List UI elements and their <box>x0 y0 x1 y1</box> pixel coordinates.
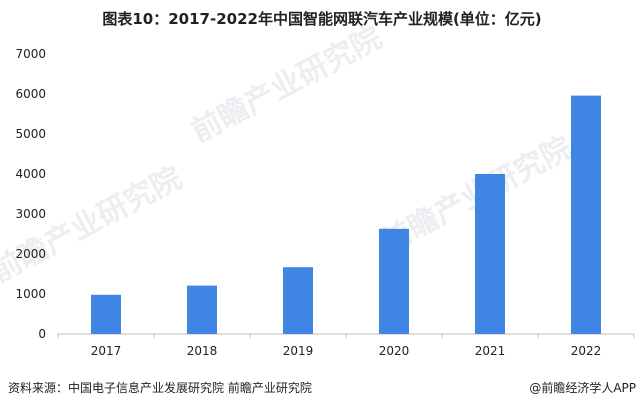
x-tick-label: 2017 <box>91 344 122 358</box>
y-tick-label: 3000 <box>15 207 46 221</box>
chart-title: 图表10：2017-2022年中国智能网联汽车产业规模(单位：亿元) <box>102 10 542 28</box>
bar-2019 <box>283 267 313 334</box>
x-tick-label: 2018 <box>187 344 218 358</box>
bar-2021 <box>475 174 505 334</box>
source-note: 资料来源：中国电子信息产业发展研究院 前瞻产业研究院 <box>8 381 312 395</box>
brand-label: @前瞻经济学人APP <box>529 381 636 395</box>
y-tick-label: 0 <box>38 327 46 341</box>
y-tick-label: 1000 <box>15 287 46 301</box>
x-tick-label: 2021 <box>475 344 506 358</box>
bar-2018 <box>187 285 217 334</box>
x-tick-label: 2020 <box>379 344 410 358</box>
y-tick-label: 5000 <box>15 127 46 141</box>
x-tick-label: 2022 <box>571 344 602 358</box>
y-tick-label: 4000 <box>15 167 46 181</box>
x-tick-label: 2019 <box>283 344 314 358</box>
bar-2020 <box>379 228 409 334</box>
y-tick-label: 7000 <box>15 47 46 61</box>
y-tick-label: 2000 <box>15 247 46 261</box>
y-tick-label: 6000 <box>15 87 46 101</box>
bar-2017 <box>91 294 121 334</box>
bar-2022 <box>571 95 601 334</box>
